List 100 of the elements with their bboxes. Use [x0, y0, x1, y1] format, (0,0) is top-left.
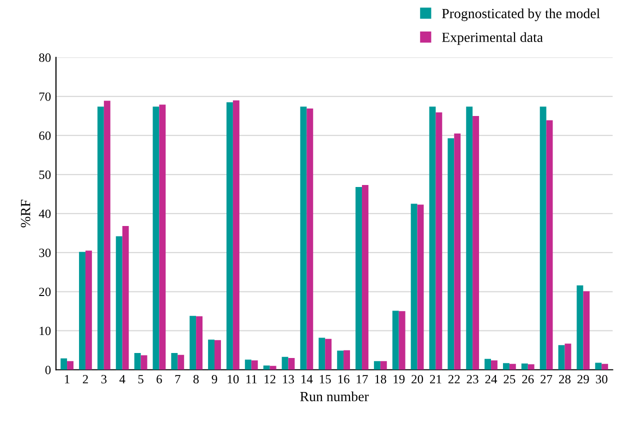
bar: [282, 356, 288, 370]
bar: [472, 116, 480, 370]
bar: [232, 100, 240, 370]
bar: [190, 316, 196, 370]
x-tick-label: 29: [577, 375, 589, 384]
x-tick-label: 9: [212, 375, 218, 384]
x-tick-label: 26: [522, 375, 534, 384]
x-tick-label: 16: [338, 375, 350, 384]
bar: [540, 106, 546, 370]
bar: [270, 366, 276, 370]
bar: [171, 352, 178, 370]
x-tick-label: 19: [394, 375, 405, 384]
bar: [134, 352, 141, 370]
x-tick-label: 5: [138, 375, 144, 384]
bar: [392, 310, 399, 370]
bar: [85, 250, 92, 370]
bar: [116, 236, 122, 370]
x-tick-label: 4: [119, 375, 126, 384]
bar: [60, 358, 68, 370]
x-tick-label: 27: [540, 375, 552, 384]
bar: [97, 106, 104, 370]
x-tick-label: 14: [302, 375, 313, 384]
bar: [410, 204, 418, 370]
x-tick-label: 8: [193, 374, 199, 384]
x-tick-label: 18: [375, 374, 386, 384]
bar: [79, 252, 86, 370]
legend-label: Experimental data: [442, 32, 543, 45]
y-tick-label: 60: [39, 131, 51, 140]
bar: [325, 338, 332, 370]
y-tick-label: 80: [39, 53, 51, 62]
x-tick-label: 6: [156, 375, 162, 384]
x-tick-label: 22: [448, 375, 460, 384]
x-tick-label: 13: [283, 375, 294, 384]
bar: [300, 106, 307, 370]
bar: [196, 316, 203, 370]
x-tick-label: 15: [320, 375, 331, 384]
bar: [466, 106, 473, 370]
x-tick-label: 24: [485, 375, 498, 384]
bar: [356, 187, 362, 370]
y-axis-title: %RF: [20, 200, 30, 228]
bar: [337, 350, 344, 370]
x-tick-label: 11: [246, 375, 257, 384]
bar: [521, 364, 528, 370]
x-tick-label: 10: [228, 374, 239, 384]
bar: [214, 340, 221, 370]
bar: [602, 364, 608, 370]
bar: [576, 285, 584, 370]
bar: [436, 112, 442, 370]
bar: [288, 358, 295, 370]
bar: [454, 134, 461, 370]
y-tick-label: 0: [45, 366, 51, 374]
x-tick-label: 28: [559, 374, 571, 384]
x-tick-label: 30: [596, 374, 608, 384]
bar: [380, 361, 387, 370]
bar: [226, 102, 233, 370]
bar: [178, 354, 184, 370]
bar: [509, 364, 516, 370]
bar: [159, 104, 166, 370]
x-tick-label: 20: [412, 374, 424, 384]
bar: [429, 106, 436, 370]
x-tick-label: 7: [175, 375, 180, 384]
bar: [140, 355, 148, 370]
legend-label: Prognosticated by the model: [442, 8, 600, 22]
y-tick-label: 30: [39, 248, 51, 258]
y-tick-label: 10: [40, 326, 51, 336]
x-tick-label: 17: [356, 375, 368, 384]
bar: [306, 108, 314, 370]
bar: [448, 138, 454, 370]
x-tick-label: 1: [65, 375, 70, 384]
bar: [564, 344, 572, 370]
bar: [67, 361, 74, 370]
y-tick-label: 50: [39, 170, 51, 179]
x-tick-label: 12: [264, 375, 276, 384]
x-tick-label: 2: [82, 375, 88, 384]
bar: [558, 345, 565, 370]
x-tick-label: 3: [101, 375, 107, 384]
bar: [491, 360, 498, 370]
bar: [417, 204, 424, 370]
x-tick-label: 25: [504, 375, 516, 384]
bar: [546, 120, 553, 370]
bar: [595, 362, 602, 370]
bar: [251, 360, 258, 370]
y-tick-label: 70: [39, 92, 51, 101]
bar: [104, 100, 110, 370]
bar: [122, 226, 129, 370]
x-tick-label: 23: [466, 375, 478, 384]
bar: [244, 360, 252, 370]
y-tick-label: 40: [38, 210, 51, 218]
bar: [318, 338, 326, 370]
bar: [374, 361, 380, 370]
bar: [398, 311, 406, 370]
bar: [362, 185, 368, 370]
x-axis-title: Run number: [300, 392, 369, 402]
y-tick-label: 20: [39, 288, 51, 296]
bar: [583, 291, 590, 370]
bar: [528, 364, 534, 370]
x-tick-label: 21: [430, 375, 442, 384]
bar: [152, 106, 160, 370]
bar: [208, 340, 215, 370]
bar: [484, 358, 492, 370]
